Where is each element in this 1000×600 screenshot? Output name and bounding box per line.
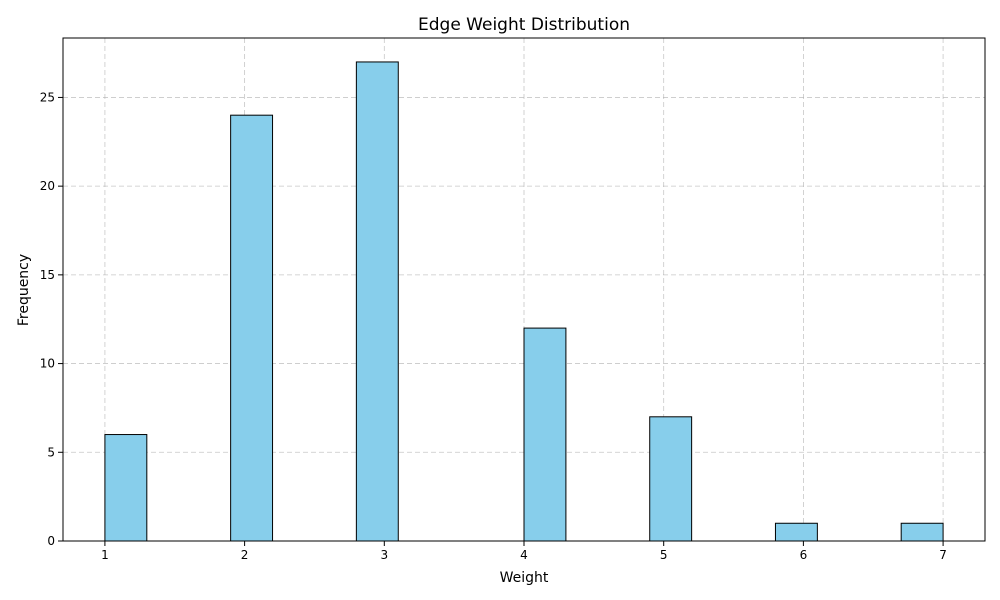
y-tick-label: 0 bbox=[47, 534, 55, 548]
x-tick-label: 1 bbox=[101, 548, 109, 562]
x-tick-label: 5 bbox=[660, 548, 668, 562]
y-tick-label: 10 bbox=[40, 357, 55, 371]
histogram-bar bbox=[104, 434, 148, 542]
x-tick-label: 4 bbox=[520, 548, 528, 562]
chart-title: Edge Weight Distribution bbox=[418, 15, 630, 35]
y-axis-ticks: 0 5 10 15 20 25 bbox=[40, 90, 63, 548]
x-axis-ticks: 1 2 3 4 5 6 7 bbox=[101, 541, 947, 562]
histogram-bar bbox=[230, 114, 274, 542]
histogram-bar bbox=[649, 416, 693, 542]
bars-group bbox=[104, 61, 944, 542]
y-tick-label: 15 bbox=[40, 268, 55, 282]
y-tick-label: 5 bbox=[47, 445, 55, 459]
x-tick-label: 2 bbox=[241, 548, 249, 562]
histogram-bar bbox=[900, 522, 944, 542]
histogram-bar bbox=[355, 61, 399, 542]
y-tick-label: 20 bbox=[40, 179, 55, 193]
x-axis-label: Weight bbox=[500, 570, 549, 586]
histogram-bar bbox=[774, 522, 818, 542]
x-tick-label: 6 bbox=[800, 548, 808, 562]
histogram-bar bbox=[523, 327, 567, 542]
x-tick-label: 3 bbox=[380, 548, 388, 562]
x-tick-label: 7 bbox=[939, 548, 947, 562]
y-axis-label: Frequency bbox=[16, 254, 32, 326]
y-tick-label: 25 bbox=[40, 90, 55, 104]
